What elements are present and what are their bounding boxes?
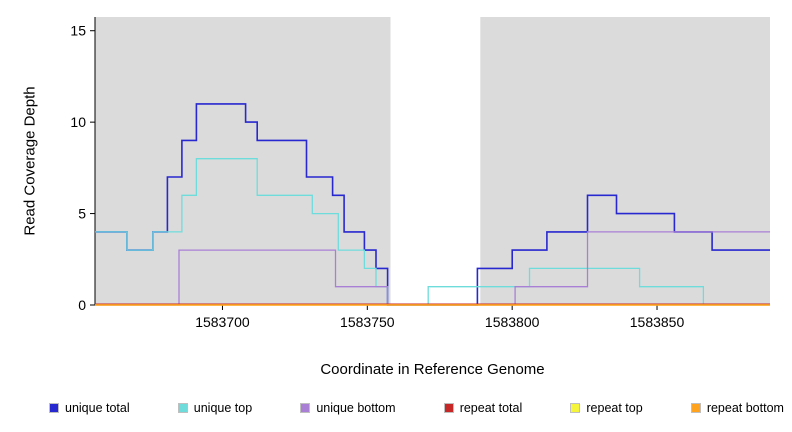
legend-swatch-icon — [49, 403, 59, 413]
unique-bottom-line — [95, 231, 770, 306]
y-tick-label: 10 — [70, 114, 86, 130]
y-tick-label: 15 — [70, 23, 86, 39]
unique-top-line — [95, 158, 770, 306]
legend-item-unique-top: unique top — [177, 401, 253, 415]
legend-label: unique top — [193, 401, 253, 415]
unique-total-line — [95, 103, 770, 306]
y-axis-label: Read Coverage Depth — [21, 86, 39, 236]
legend-label: unique bottom — [316, 401, 396, 415]
legend-swatch-icon — [690, 403, 701, 413]
legend-item-repeat-bottom: repeat bottom — [690, 401, 784, 415]
legend-label: unique total — [65, 401, 130, 415]
x-tick-label: 1583850 — [630, 314, 685, 330]
legend-item-repeat-total: repeat total — [443, 401, 523, 415]
x-axis-label: Coordinate in Reference Genome — [320, 361, 545, 378]
y-tick-label: 0 — [78, 297, 86, 313]
legend-label: repeat top — [586, 401, 643, 415]
legend-swatch-icon — [300, 403, 311, 413]
legend-swatch-icon — [177, 403, 188, 413]
shaded-region — [95, 17, 391, 305]
x-tick-label: 1583800 — [485, 314, 540, 330]
x-tick-label: 1583750 — [340, 314, 395, 330]
legend-item-unique-total: unique total — [49, 401, 130, 415]
legend-swatch-icon — [443, 403, 454, 413]
legend-item-unique-bottom: unique bottom — [300, 401, 396, 415]
legend-item-repeat-top: repeat top — [570, 401, 643, 415]
x-tick-label: 1583700 — [195, 314, 250, 330]
legend-swatch-icon — [570, 403, 581, 413]
shaded-region — [480, 17, 770, 305]
legend-label: repeat bottom — [706, 401, 784, 415]
legend-label: repeat total — [459, 401, 523, 415]
chart-legend: unique total unique top unique bottom repea… — [49, 401, 784, 415]
y-tick-label: 5 — [78, 206, 86, 222]
